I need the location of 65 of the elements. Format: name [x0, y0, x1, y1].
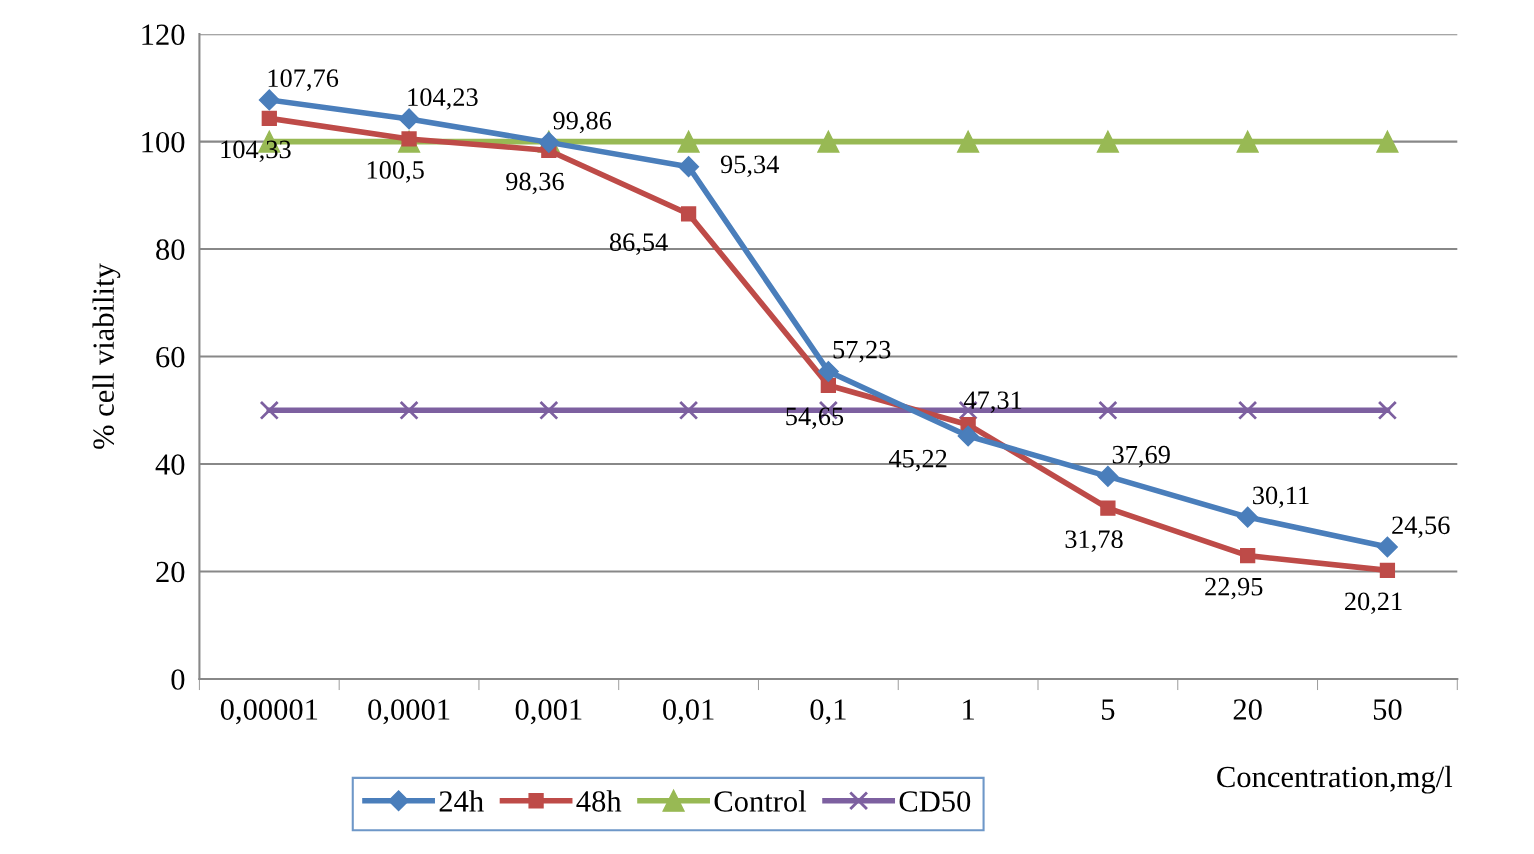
data-label: 31,78: [1065, 530, 1123, 552]
legend-label: Control: [714, 790, 807, 812]
x-axis-title: Concentration,mg/l: [1217, 765, 1453, 794]
y-tick-label: 100: [142, 131, 185, 153]
point: [1379, 562, 1396, 578]
data-label: 99,86: [553, 111, 612, 134]
x-tick-label: 0,0001: [368, 699, 450, 725]
point: [1236, 130, 1259, 153]
x-tick-label: 50: [1373, 699, 1402, 720]
x-tick-label: 5: [1102, 699, 1115, 720]
data-label: 45,22: [888, 449, 947, 472]
data-label: 104,23: [408, 88, 478, 110]
point: [261, 110, 277, 126]
point: [678, 400, 699, 420]
y-tick-label: 40: [155, 454, 185, 475]
point: [680, 206, 697, 222]
point: [677, 130, 700, 153]
point: [957, 130, 980, 153]
data-label: 104,33: [221, 140, 291, 163]
x-tick-label: 0,1: [810, 699, 846, 725]
legend-label: 24h: [439, 790, 484, 812]
point: [398, 108, 420, 130]
y-tick-label: 80: [156, 239, 185, 260]
point: [957, 425, 979, 447]
data-label: 57,23: [833, 340, 891, 363]
point: [820, 377, 836, 393]
point: [1237, 506, 1259, 528]
x-tick-label: 20: [1233, 699, 1262, 720]
y-tick-label: 20: [156, 561, 185, 583]
point: [1376, 536, 1398, 558]
data-label: 86,54: [609, 233, 668, 255]
data-label: 98,36: [506, 172, 564, 195]
point: [258, 89, 280, 111]
data-label: 100,5: [367, 161, 424, 183]
point: [259, 400, 280, 420]
data-label: 107,76: [268, 69, 339, 91]
point: [817, 130, 840, 153]
point: [399, 400, 419, 420]
point: [1377, 400, 1398, 420]
x-tick-label: 0,01: [663, 699, 714, 725]
y-axis-title: % cell viability: [92, 263, 121, 449]
data-label: 47,31: [963, 391, 1022, 413]
x-tick-label: 0,00001: [220, 699, 318, 725]
data-label: 20,21: [1345, 592, 1402, 615]
data-label: 22,95: [1205, 577, 1263, 600]
legend-label: 48h: [576, 790, 622, 812]
data-label: 95,34: [720, 155, 779, 178]
point: [1376, 130, 1399, 153]
data-label: 30,11: [1253, 486, 1309, 509]
x-tick-label: 0,001: [515, 699, 582, 725]
data-label: 24,56: [1392, 516, 1450, 538]
y-tick-label: 0: [171, 669, 185, 690]
data-label: 37,69: [1112, 445, 1170, 468]
legend-label: CD50: [899, 791, 971, 812]
y-tick-label: 120: [142, 24, 185, 46]
point: [1237, 400, 1258, 420]
y-tick-label: 60: [156, 346, 185, 368]
data-label: 54,65: [786, 407, 844, 430]
point: [539, 400, 559, 420]
x-tick-label: 1: [963, 699, 974, 720]
point: [1100, 500, 1116, 516]
point: [1098, 400, 1118, 420]
point: [678, 156, 700, 178]
point: [1096, 130, 1120, 153]
point: [1240, 547, 1256, 564]
